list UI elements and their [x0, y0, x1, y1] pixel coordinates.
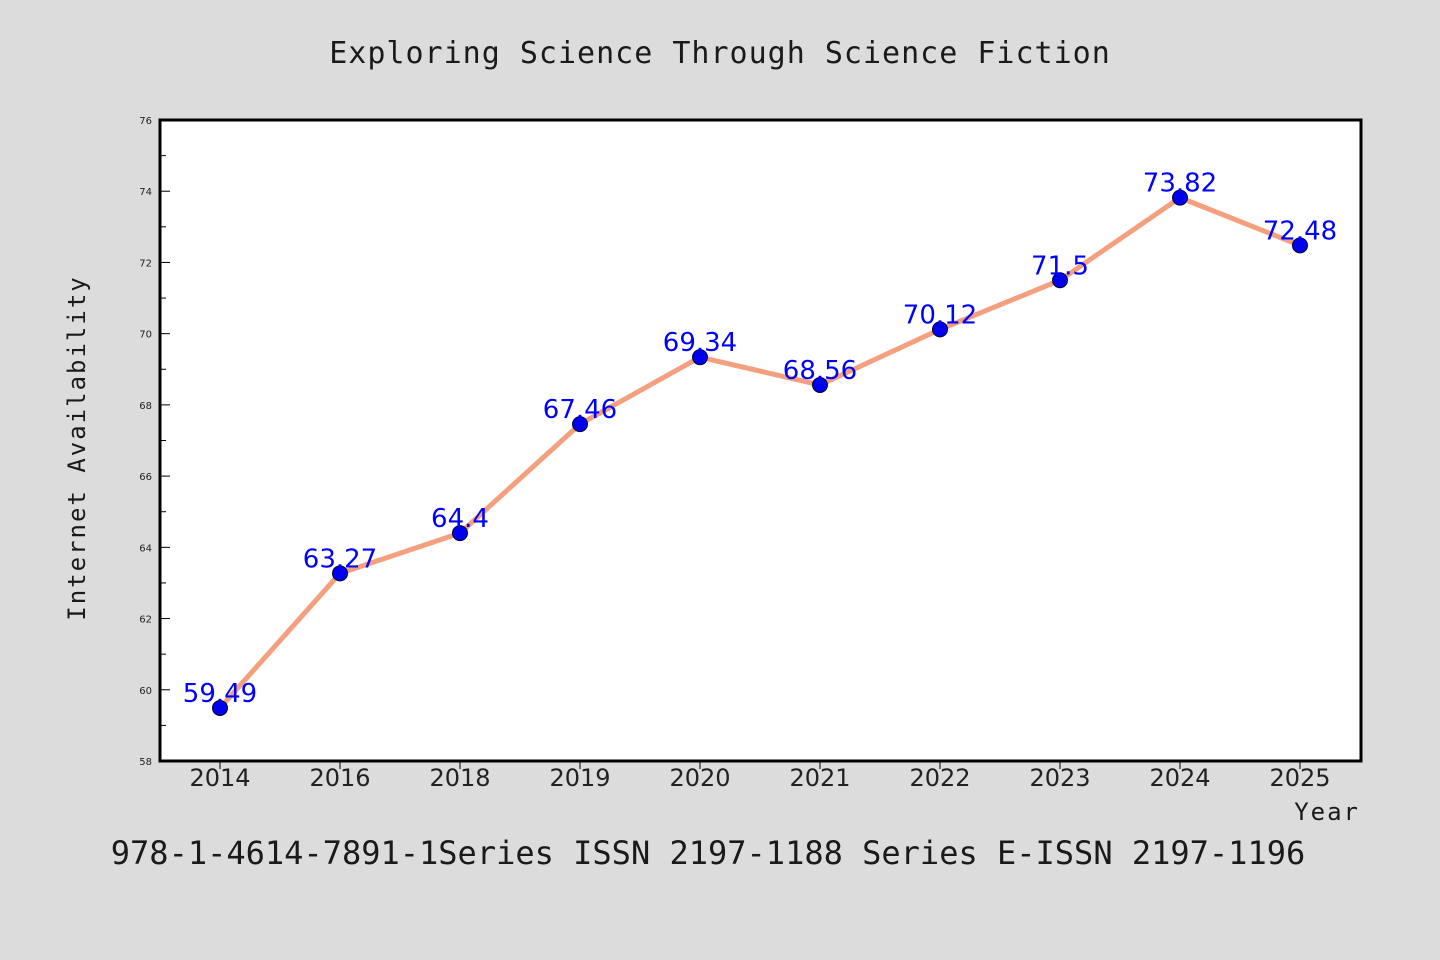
x-tick-label: 2014: [189, 764, 250, 792]
x-tick-label: 2022: [909, 764, 970, 792]
series-group: 59.49 63.27 64.4 67.46 69.34 68.56 70.12 71.5 73…: [183, 169, 1337, 716]
y-tick-label: 58: [139, 757, 152, 768]
data-label: 69.34: [663, 328, 737, 358]
y-tick-label: 60: [139, 686, 152, 697]
data-label: 63.27: [303, 544, 377, 574]
y-tick-label: 76: [139, 116, 152, 127]
y-axis-label: Internet Availability: [63, 275, 91, 620]
x-axis-ticks: 2014 2016 2018 2019 2020 2021 2022 2023 2024 2025: [189, 761, 1331, 792]
x-tick-label: 2020: [669, 764, 730, 792]
data-point: [572, 416, 588, 433]
data-point: [1172, 189, 1188, 206]
data-label: 71.5: [1031, 251, 1089, 281]
x-axis-label: Year: [1294, 798, 1360, 826]
x-tick-label: 2025: [1269, 764, 1330, 792]
x-tick-label: 2021: [789, 764, 850, 792]
x-tick-label: 2018: [429, 764, 490, 792]
y-axis-ticks: 58 60 62 64 66 68 70 72 74 76: [139, 116, 170, 768]
data-point: [932, 321, 948, 338]
y-tick-label: 70: [139, 330, 152, 341]
data-point: [1052, 272, 1068, 289]
y-tick-label: 66: [139, 472, 152, 483]
x-tick-label: 2024: [1149, 764, 1210, 792]
plot-area: [158, 118, 1363, 763]
data-point: [1292, 237, 1308, 254]
data-label: 72.48: [1263, 216, 1337, 246]
y-tick-label: 74: [139, 187, 152, 198]
data-point: [212, 699, 228, 716]
data-point: [452, 525, 468, 542]
data-label: 67.46: [543, 395, 617, 425]
data-label: 73.82: [1143, 169, 1217, 199]
data-point: [332, 565, 348, 582]
chart-title: Exploring Science Through Science Fictio…: [329, 36, 1111, 71]
x-tick-label: 2016: [309, 764, 370, 792]
y-tick-label: 62: [139, 615, 152, 626]
data-label: 64.4: [431, 504, 489, 534]
x-tick-label: 2019: [549, 764, 610, 792]
data-point: [692, 349, 708, 366]
y-tick-label: 64: [139, 543, 152, 554]
data-label: 59.49: [183, 679, 257, 709]
y-tick-label: 68: [139, 401, 152, 412]
footer-isbn-text: 978-1-4614-7891-1Series ISSN 2197-1188 S…: [111, 834, 1305, 872]
data-label: 70.12: [903, 300, 977, 330]
y-tick-label: 72: [139, 258, 152, 269]
series-line: [217, 195, 1303, 711]
x-tick-label: 2023: [1029, 764, 1090, 792]
data-point: [812, 376, 828, 393]
data-label: 68.56: [783, 356, 857, 386]
